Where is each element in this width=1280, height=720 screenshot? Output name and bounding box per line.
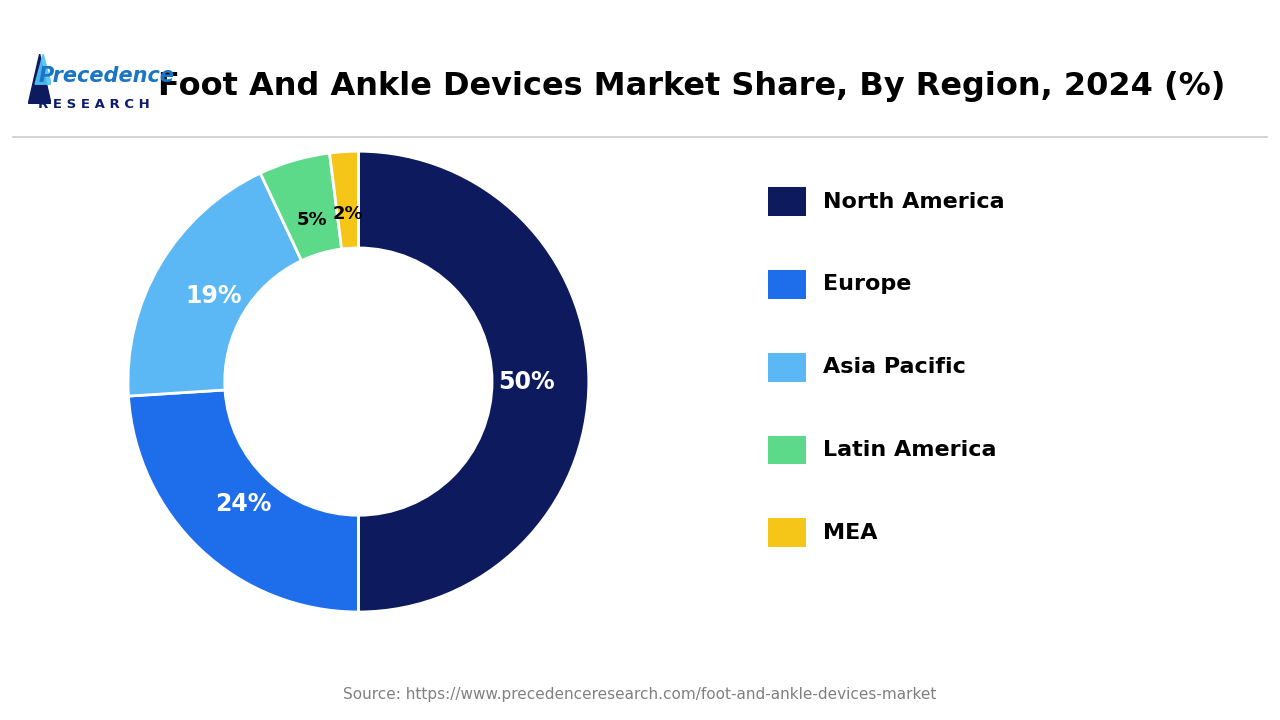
Wedge shape: [260, 153, 342, 261]
Text: 2%: 2%: [333, 204, 364, 222]
Text: 50%: 50%: [498, 369, 556, 394]
Wedge shape: [128, 173, 302, 396]
Wedge shape: [329, 151, 358, 249]
Text: 19%: 19%: [186, 284, 242, 308]
Text: Source: https://www.precedenceresearch.com/foot-and-ankle-devices-market: Source: https://www.precedenceresearch.c…: [343, 688, 937, 702]
Text: Foot And Ankle Devices Market Share, By Region, 2024 (%): Foot And Ankle Devices Market Share, By …: [157, 71, 1225, 102]
Text: Europe: Europe: [823, 274, 911, 294]
Polygon shape: [28, 54, 51, 104]
Wedge shape: [128, 390, 358, 612]
Text: MEA: MEA: [823, 523, 878, 543]
Wedge shape: [358, 151, 589, 612]
Text: 24%: 24%: [215, 492, 271, 516]
Text: North America: North America: [823, 192, 1005, 212]
Text: Latin America: Latin America: [823, 440, 997, 460]
Polygon shape: [35, 54, 51, 84]
Text: Precedence: Precedence: [38, 66, 174, 86]
Text: Asia Pacific: Asia Pacific: [823, 357, 966, 377]
Text: R E S E A R C H: R E S E A R C H: [38, 98, 150, 111]
Text: 5%: 5%: [296, 211, 326, 229]
